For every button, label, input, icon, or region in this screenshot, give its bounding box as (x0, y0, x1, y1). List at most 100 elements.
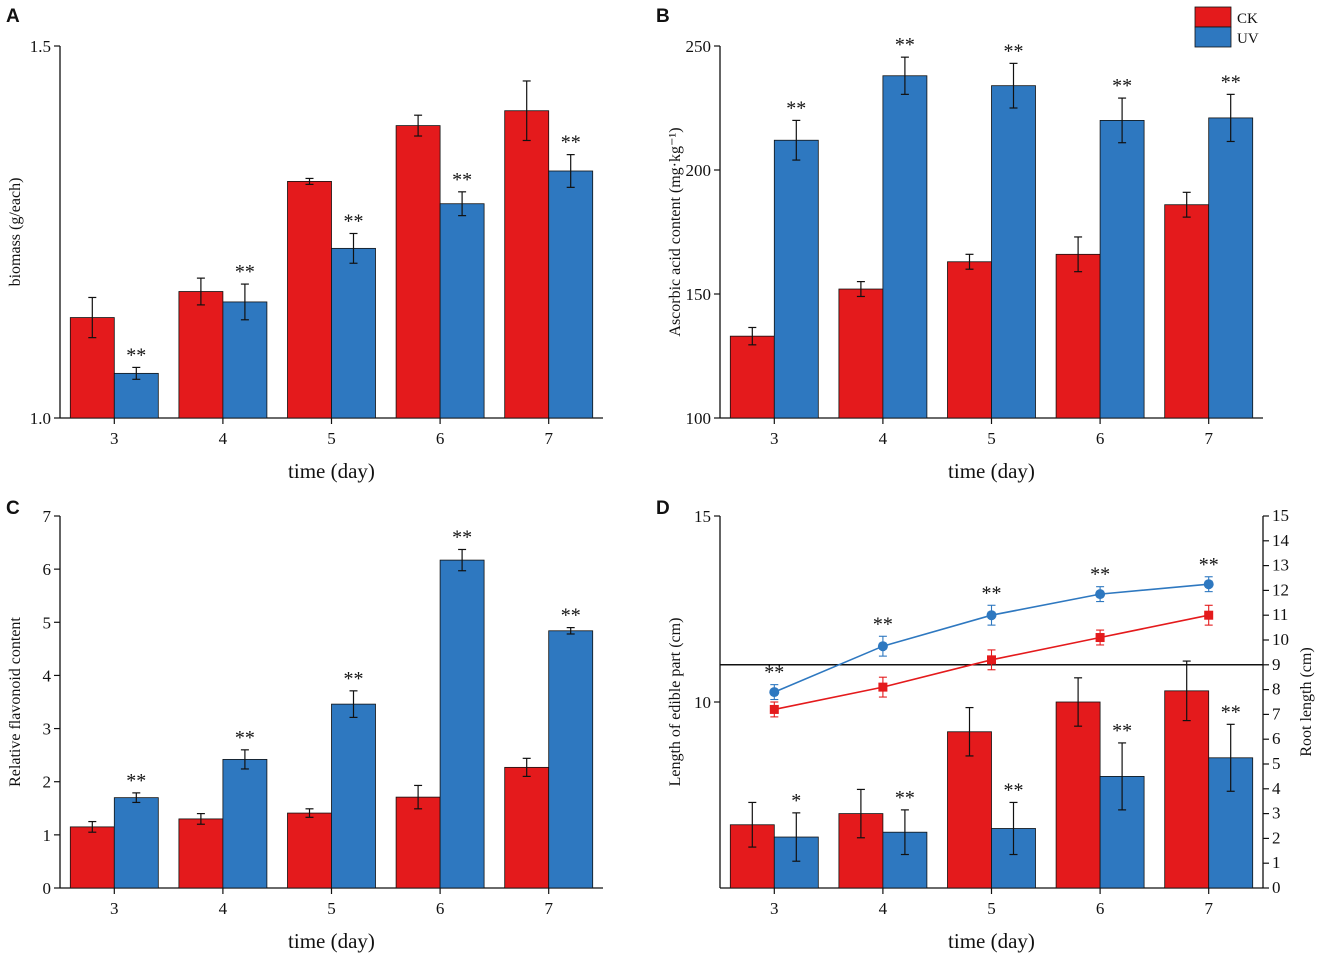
panel-d-significance: * (791, 790, 801, 812)
panel-c-xtick-label: 6 (436, 899, 445, 918)
panel-a-xtick-label: 7 (544, 429, 553, 448)
panel-c-ytick-label: 6 (43, 560, 52, 579)
panel-c-significance: ** (126, 770, 146, 792)
panel-b-ytick-label: 100 (686, 409, 712, 428)
panel-a-xtick-label: 4 (219, 429, 228, 448)
panel-a-significance: ** (126, 344, 146, 366)
panel-b-bar-uv (882, 75, 928, 419)
panel-c-bar-ck (178, 818, 224, 889)
panel-d-point-uv (877, 641, 888, 652)
panel-c: C 0 1 2 3 4 5 6 7 3 4 5 6 7 time (day) Relative flavon… (6, 498, 603, 953)
panel-b-xtick-label: 6 (1096, 429, 1105, 448)
panel-a-bar-ck (395, 125, 441, 419)
panel-d-point-ck (769, 704, 779, 714)
panel-c-significance: ** (561, 605, 581, 627)
panel-d-y2tick-label: 4 (1272, 779, 1281, 798)
panel-d-y2tick-label: 7 (1272, 704, 1281, 723)
panel-b-ytick-label: 250 (686, 37, 712, 56)
panel-b-xtick-label: 4 (879, 429, 888, 448)
panel-a-bar-uv (222, 301, 268, 419)
panel-d-point-uv (769, 687, 780, 698)
panel-c-significance: ** (452, 526, 472, 548)
panel-d-significance: ** (895, 787, 915, 809)
panel-b-bar-ck (1164, 204, 1210, 419)
panel-c-plot: 0 1 2 3 4 5 6 7 3 4 5 6 7 time (day) Relative flavonoi… (7, 507, 603, 953)
panel-a-bar-uv (548, 170, 594, 419)
panel-d-letter: D (656, 498, 670, 519)
panel-d-xlabel: time (day) (948, 929, 1035, 953)
panel-a-bar-ck (178, 291, 224, 419)
panel-a-letter: A (6, 6, 20, 27)
panel-d-point-uv (1095, 589, 1106, 600)
panel-d-significance: ** (1221, 701, 1241, 723)
panel-d-point-ck (1204, 610, 1214, 620)
panel-b-xtick-label: 5 (987, 429, 996, 448)
panel-c-significance: ** (235, 727, 255, 749)
panel-b-bar-uv (773, 139, 819, 419)
panel-a: A 1.0 1.5 3 4 5 6 7 time (day) biomass (g/each) *… (6, 6, 603, 483)
panel-b-bar-ck (729, 335, 775, 419)
panel-d-line-significance: ** (982, 582, 1002, 604)
panel-c-bar-ck (287, 812, 332, 889)
panel-b-xtick-label: 7 (1204, 429, 1213, 448)
panel-b-plot: 100 150 200 250 3 4 5 6 7 time (day) Ascorbic acid… (667, 34, 1263, 483)
panel-b-significance: ** (1112, 75, 1132, 97)
legend-uv-label: UV (1237, 31, 1259, 47)
panel-d-xtick-label: 4 (879, 899, 888, 918)
panel-c-bar-ck (504, 766, 550, 889)
panel-d-line-significance: ** (873, 613, 893, 635)
panel-a-xtick-label: 5 (327, 429, 336, 448)
panel-d-y2tick-label: 0 (1272, 878, 1281, 897)
panel-d-xtick-label: 7 (1204, 899, 1213, 918)
panel-a-ylabel: biomass (g/each) (7, 178, 24, 287)
legend-uv-swatch (1194, 26, 1232, 48)
panel-d-line-significance: ** (1199, 554, 1219, 576)
panel-d-y2tick-label: 10 (1272, 630, 1289, 649)
panel-b-letter: B (656, 6, 670, 27)
panel-a-ytick-label: 1.0 (30, 409, 51, 428)
legend-ck-swatch (1194, 6, 1232, 28)
panel-d-bar-ck (1055, 701, 1101, 889)
panel-a-ytick-label: 1.5 (30, 37, 51, 56)
panel-b-significance: ** (786, 97, 806, 119)
panel-d-y2tick-label: 1 (1272, 853, 1281, 872)
panel-d-ylabel: Length of edible part (cm) (667, 618, 684, 787)
panel-d-bar-ck (1164, 690, 1210, 889)
panel-c-bar-uv (548, 630, 594, 889)
panel-c-bar-uv (439, 559, 485, 889)
panel-a-plot: 1.0 1.5 3 4 5 6 7 time (day) biomass (g/each) ** *… (7, 37, 603, 483)
panel-c-ytick-label: 7 (43, 507, 52, 526)
panel-c-bar-ck (69, 826, 115, 889)
panel-c-ytick-label: 0 (43, 879, 52, 898)
panel-c-significance: ** (344, 668, 364, 690)
panel-b-xtick-label: 3 (770, 429, 779, 448)
panel-d-significance: ** (1004, 779, 1024, 801)
panel-d-xtick-label: 3 (770, 899, 779, 918)
panel-d-point-uv (1203, 579, 1214, 590)
panel-b-xlabel: time (day) (948, 459, 1035, 483)
panel-c-ylabel: Relative flavonoid content (7, 617, 24, 787)
panel-d-point-ck (1095, 633, 1105, 643)
panel-c-xtick-label: 4 (219, 899, 228, 918)
panel-a-xtick-label: 3 (110, 429, 119, 448)
panel-b-bar-ck (1055, 253, 1101, 419)
panel-a-bar-uv (439, 203, 485, 419)
panel-d-y2tick-label: 2 (1272, 828, 1281, 847)
panel-b-significance: ** (1221, 71, 1241, 93)
panel-d-ytick-label: 15 (694, 507, 711, 526)
panel-b-ytick-label: 200 (686, 161, 712, 180)
panel-a-bar-ck (504, 110, 550, 419)
panel-b-bar-uv (991, 85, 1036, 419)
panel-b-significance: ** (1004, 40, 1024, 62)
panel-d-point-uv (986, 610, 997, 621)
panel-d-bar-ck (947, 731, 992, 889)
panel-d-y2tick-label: 15 (1272, 506, 1289, 525)
panel-c-bar-uv (331, 703, 376, 889)
panel-c-ytick-label: 1 (43, 826, 52, 845)
panel-c-bar-uv (222, 758, 268, 889)
panel-a-significance: ** (561, 132, 581, 154)
panel-d-line-significance: ** (764, 662, 784, 684)
